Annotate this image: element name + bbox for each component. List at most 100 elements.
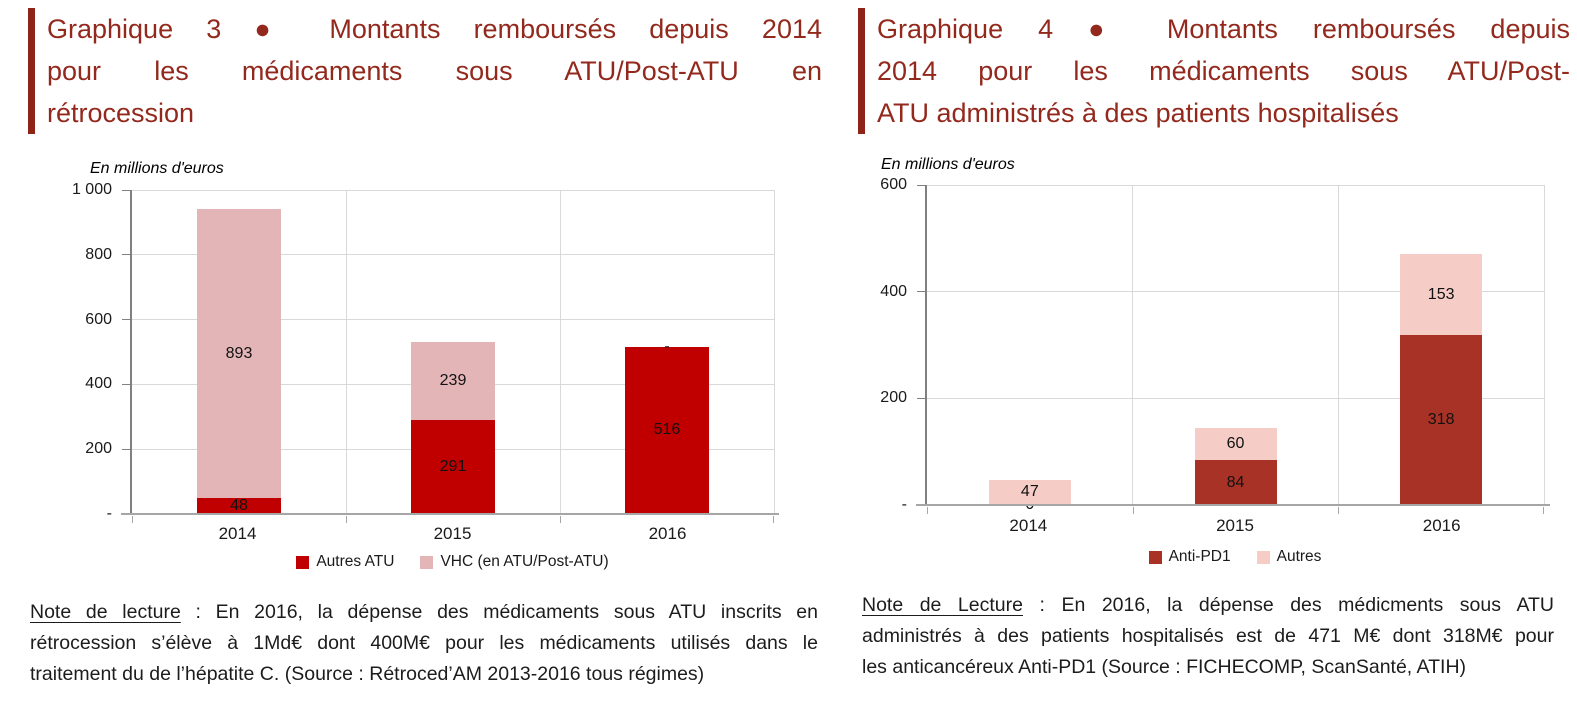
chart-legend: Anti-PD1 Autres bbox=[925, 548, 1545, 566]
note-line: les anticancéreux Anti-PD1 (Source : FIC… bbox=[862, 656, 1467, 678]
bar-segment-autres-atu: 516 bbox=[625, 346, 709, 514]
bar-2014: 48 893 bbox=[197, 190, 281, 514]
bar-value-label: 48 bbox=[230, 497, 248, 515]
chart-legend: Autres ATU VHC (en ATU/Post-ATU) bbox=[130, 553, 775, 571]
grid-line-v bbox=[559, 190, 561, 514]
chart-title-line: Graphique 4 ● Montants remboursés depuis bbox=[877, 14, 1570, 44]
x-axis-tick bbox=[1132, 507, 1134, 514]
note-line: administrés à des patients hospitalisés … bbox=[862, 625, 1554, 647]
x-axis-category-labels: 2014 2015 2016 bbox=[130, 524, 775, 544]
grid-line-h bbox=[927, 184, 1544, 186]
legend-label: VHC (en ATU/Post-ATU) bbox=[440, 553, 609, 570]
page-title: Graphique 4 ● Montants remboursés depuis… bbox=[877, 8, 1570, 134]
title-accent-bar bbox=[28, 8, 35, 134]
legend-item-autres: Autres bbox=[1256, 548, 1321, 566]
x-category-label: 2014 bbox=[218, 524, 257, 543]
note-line: rétrocession s’élève à 1Md€ dont 400M€ p… bbox=[30, 632, 818, 654]
graphique-3-title-block: Graphique 3 ● Montants remboursés depuis… bbox=[28, 8, 822, 134]
grid-line-h bbox=[132, 254, 774, 256]
bar-value-label: 318 bbox=[1427, 411, 1455, 429]
note-line: Note de lecture : En 2016, la dépense de… bbox=[30, 601, 818, 623]
y-tick-label: 800 bbox=[85, 245, 112, 263]
y-tick-label: 200 bbox=[85, 440, 112, 458]
y-tick-label: 200 bbox=[880, 389, 907, 407]
graphique-4-title-block: Graphique 4 ● Montants remboursés depuis… bbox=[858, 8, 1570, 134]
y-axis-tick bbox=[917, 397, 925, 399]
x-axis-tick bbox=[927, 507, 928, 514]
chart-title-line: 2014 pour les médicaments sous ATU/Post- bbox=[877, 56, 1570, 86]
legend-label: Anti-PD1 bbox=[1168, 548, 1231, 565]
x-axis-tick bbox=[560, 516, 561, 523]
y-axis-unit-label: En millions d'euros bbox=[881, 156, 1015, 173]
x-axis-tick bbox=[773, 516, 774, 523]
x-category-label: 2015 bbox=[433, 524, 472, 543]
legend-swatch bbox=[420, 555, 434, 569]
y-axis-tick-labels: 1 000 800 600 400 200 - bbox=[35, 181, 112, 522]
legend-item-anti-pd1: Anti-PD1 bbox=[1148, 548, 1231, 566]
bar-value-label: 60 bbox=[1226, 435, 1245, 453]
x-axis-line bbox=[916, 504, 1550, 506]
y-tick-label: 600 bbox=[85, 310, 112, 328]
chart-title-line: ATU administrés à des patients hospitali… bbox=[877, 98, 1399, 128]
bar-segment-autres: 153 bbox=[1400, 253, 1483, 336]
bar-segment-autres-atu: 48 bbox=[197, 498, 281, 514]
y-axis-tick bbox=[122, 254, 130, 256]
bar-value-label: - bbox=[664, 337, 670, 355]
y-axis-tick bbox=[122, 448, 130, 450]
grid-line-v bbox=[1132, 185, 1134, 505]
y-tick-label: 1 000 bbox=[71, 181, 112, 198]
chart-title-line: rétrocession bbox=[47, 98, 195, 128]
graphique-3-panel: Graphique 3 ● Montants remboursés depuis… bbox=[28, 8, 822, 685]
grid-line-h bbox=[927, 397, 1544, 399]
bar-segment-vhc-en-atu-post-atu: 893 bbox=[197, 209, 281, 499]
legend-item-autres-atu: Autres ATU bbox=[296, 553, 394, 571]
note-label: Note de Lecture bbox=[862, 594, 1023, 616]
y-tick-label: 600 bbox=[880, 176, 907, 193]
bar-segment-anti-pd1: 318 bbox=[1400, 335, 1483, 505]
x-axis-tick bbox=[132, 516, 133, 523]
plot-area: 48 893 291 239 516 - bbox=[122, 189, 775, 523]
grid-line-v bbox=[345, 190, 347, 514]
y-axis-tick bbox=[122, 383, 130, 385]
x-category-label: 2016 bbox=[648, 524, 687, 543]
x-axis-category-labels: 2014 2015 2016 bbox=[925, 516, 1545, 536]
chart-title-line: Graphique 3 ● Montants remboursés depuis… bbox=[47, 14, 822, 44]
bar-2015: 84 60 bbox=[1194, 185, 1277, 505]
plot-area: 047 84 60 318 153 bbox=[917, 184, 1545, 514]
bar-value-label: 84 bbox=[1226, 473, 1245, 491]
title-accent-bar bbox=[858, 8, 865, 134]
y-axis-unit-label: En millions d'euros bbox=[90, 160, 224, 177]
grid-line-h bbox=[927, 291, 1544, 293]
y-tick-label: 400 bbox=[85, 375, 112, 393]
y-axis-tick-labels: 600 400 200 - bbox=[845, 176, 907, 513]
y-axis-tick bbox=[122, 319, 130, 321]
note-label: Note de lecture bbox=[30, 601, 181, 623]
y-axis-tick bbox=[917, 184, 925, 186]
y-axis-tick bbox=[122, 189, 130, 191]
bar-segment-vhc-en-atu-post-atu: 239 bbox=[411, 342, 495, 420]
legend-swatch bbox=[1148, 550, 1162, 564]
bar-segment-autres-atu: 291 bbox=[411, 419, 495, 514]
page-title: Graphique 3 ● Montants remboursés depuis… bbox=[47, 8, 822, 134]
x-axis-tick bbox=[346, 516, 347, 523]
y-tick-label: 400 bbox=[880, 282, 907, 300]
bar-segment-anti-pd1: 84 bbox=[1194, 460, 1277, 505]
bar-value-label: 291 bbox=[439, 457, 467, 475]
bar-value-label: 153 bbox=[1427, 285, 1455, 303]
bar-value-label: 893 bbox=[225, 344, 253, 362]
legend-item-vhc-en-atu-post-atu: VHC (en ATU/Post-ATU) bbox=[420, 553, 609, 571]
bar-2016: 516 - bbox=[625, 190, 709, 514]
bar-value-label: 47 bbox=[1020, 483, 1039, 501]
bar-2016: 318 153 bbox=[1400, 185, 1483, 505]
bar-segment-autres: 47 bbox=[988, 479, 1071, 505]
bar-2014: 047 bbox=[988, 185, 1071, 513]
note-de-lecture: Note de Lecture : En 2016, la dépense de… bbox=[862, 590, 1554, 683]
grid-line-v bbox=[1337, 185, 1339, 505]
bar-segment-autres: 60 bbox=[1194, 428, 1277, 461]
legend-swatch bbox=[296, 555, 310, 569]
x-axis-tick bbox=[1543, 507, 1544, 514]
y-axis-tick bbox=[917, 291, 925, 293]
legend-label: Autres ATU bbox=[316, 553, 395, 570]
x-category-label: 2014 bbox=[1009, 516, 1048, 535]
grid-line-h bbox=[132, 189, 774, 191]
